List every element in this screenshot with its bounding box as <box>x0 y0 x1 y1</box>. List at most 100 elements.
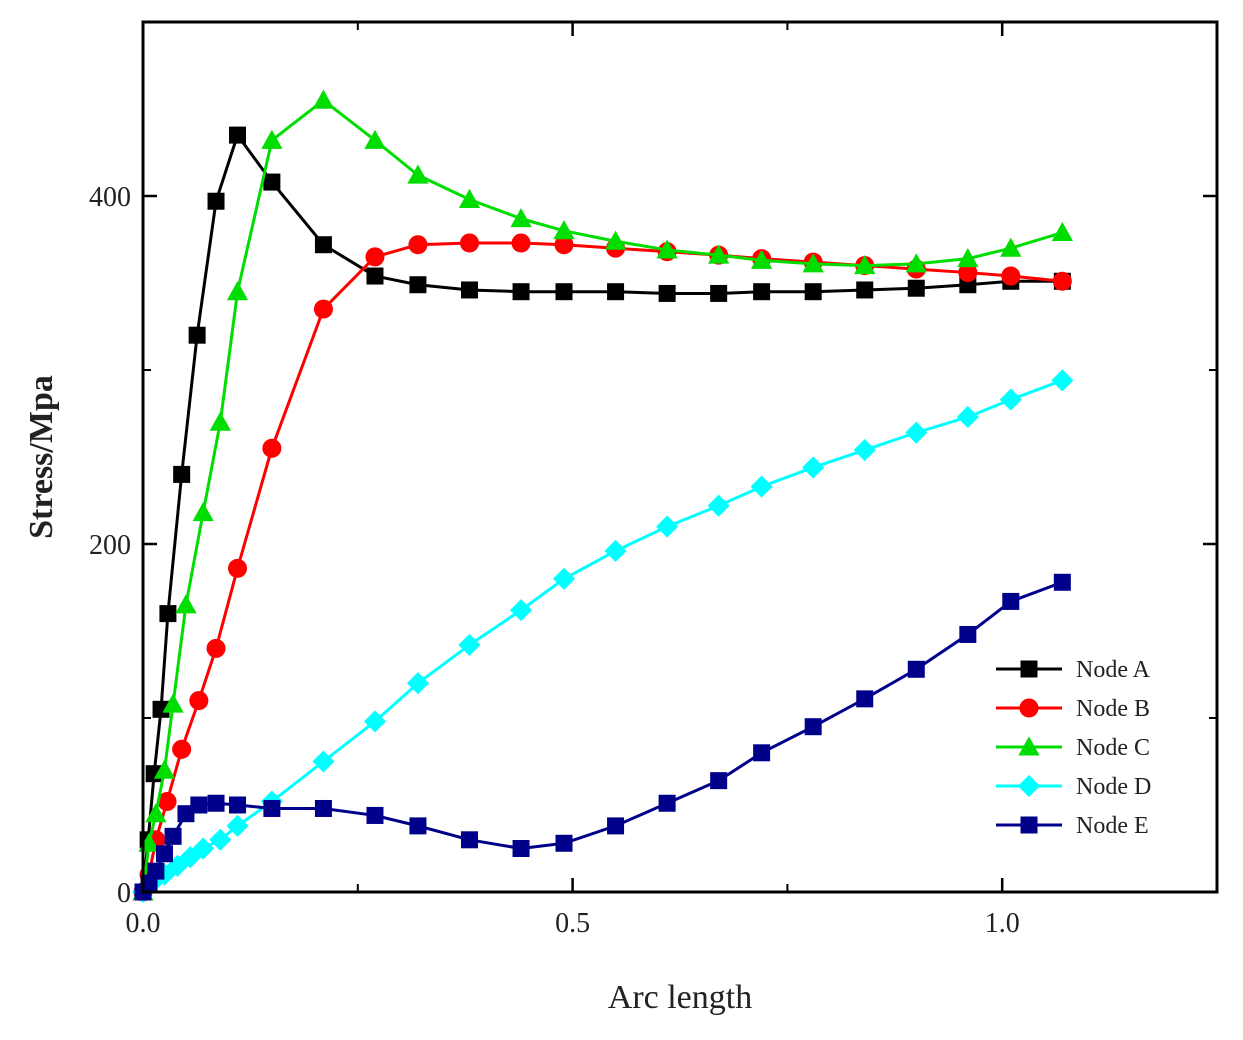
data-point <box>172 739 192 759</box>
data-point <box>512 840 530 857</box>
series-node-d <box>131 369 1074 904</box>
data-point <box>366 267 384 285</box>
data-point <box>263 173 281 191</box>
data-point <box>956 405 979 429</box>
data-point <box>750 475 773 498</box>
data-point <box>192 837 215 860</box>
data-point <box>192 502 214 522</box>
data-point <box>1000 237 1022 257</box>
legend-marker <box>1020 816 1038 834</box>
data-point <box>853 438 876 462</box>
data-point <box>511 233 531 253</box>
data-point <box>460 831 478 849</box>
data-point <box>554 235 574 255</box>
data-point <box>312 89 335 109</box>
data-point <box>604 230 627 250</box>
data-point <box>209 828 232 851</box>
series-line <box>141 379 1063 894</box>
data-point <box>607 283 625 301</box>
data-point <box>262 438 282 458</box>
data-point <box>226 814 249 837</box>
data-point <box>509 599 533 622</box>
data-point <box>1053 573 1071 591</box>
data-point <box>147 862 165 880</box>
data-point <box>856 690 874 708</box>
data-point <box>406 672 429 695</box>
data-point <box>1002 592 1020 610</box>
series-line <box>141 580 1063 893</box>
data-point <box>510 207 532 228</box>
data-point <box>173 465 191 483</box>
data-point <box>658 284 676 302</box>
data-point <box>157 792 177 812</box>
data-point <box>999 388 1022 411</box>
data-point <box>153 759 176 779</box>
data-point <box>207 192 225 210</box>
data-point <box>804 718 822 736</box>
data-point <box>313 299 333 319</box>
data-point <box>958 263 978 283</box>
legend-marker <box>1017 774 1041 798</box>
legend-entry: Node D <box>996 774 1151 800</box>
data-point <box>854 254 876 275</box>
data-point <box>555 283 573 301</box>
data-point <box>229 126 247 144</box>
data-point <box>314 236 332 254</box>
y-tick-label: 400 <box>89 182 131 213</box>
data-point <box>708 244 730 264</box>
data-point <box>959 625 977 643</box>
data-point <box>162 693 184 713</box>
data-point <box>459 233 480 253</box>
data-point <box>552 567 576 590</box>
data-point <box>229 796 247 814</box>
data-point <box>312 750 335 773</box>
data-point <box>512 283 530 301</box>
series-node-a <box>134 126 1071 901</box>
data-point <box>905 253 927 273</box>
x-axis-label: Arc length <box>608 979 752 1016</box>
data-point <box>175 594 197 614</box>
data-point <box>364 129 386 149</box>
data-point <box>365 247 385 267</box>
legend-marker <box>1019 698 1039 718</box>
data-point <box>707 494 730 517</box>
data-point <box>604 539 627 563</box>
data-point <box>750 249 773 269</box>
data-point <box>905 421 928 444</box>
data-point <box>856 281 874 299</box>
data-point <box>460 281 478 299</box>
data-point <box>177 805 195 823</box>
x-tick-label: 1.0 <box>985 908 1020 939</box>
data-point <box>804 283 822 301</box>
legend-entry: Node C <box>996 735 1150 761</box>
data-point <box>1001 266 1021 286</box>
series-line <box>141 98 1063 893</box>
y-tick-label: 200 <box>89 530 131 561</box>
data-point <box>710 284 728 302</box>
y-axis-label: Stress/Mpa <box>23 375 60 539</box>
data-point <box>408 235 428 255</box>
data-point <box>314 799 332 817</box>
data-point <box>206 638 226 658</box>
data-point <box>802 253 824 273</box>
plot-frame <box>141 20 1219 894</box>
legend-label: Node D <box>1076 774 1151 800</box>
data-point <box>190 796 208 814</box>
data-point <box>366 806 384 824</box>
series-line <box>141 133 1063 893</box>
data-point <box>656 515 679 538</box>
data-point <box>802 456 825 479</box>
series-node-e <box>134 573 1071 901</box>
data-point <box>553 220 575 240</box>
data-point <box>145 803 167 823</box>
legend-label: Node C <box>1076 735 1150 761</box>
axes: Arc length Stress/Mpa 0.0 0.5 1.0 0 200 400 <box>23 20 1219 1016</box>
data-point <box>710 772 728 790</box>
legend-label: Node A <box>1076 657 1151 683</box>
data-point <box>189 691 209 711</box>
data-point <box>1051 369 1074 392</box>
data-point <box>226 281 249 301</box>
data-point <box>458 188 481 208</box>
data-point <box>207 794 225 812</box>
